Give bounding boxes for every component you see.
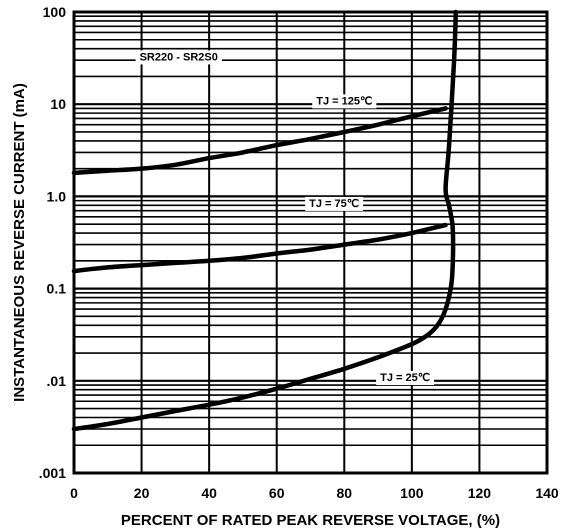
y-tick-label: 1.0	[47, 188, 67, 204]
annotation-text: TJ = 125℃	[316, 95, 372, 107]
annotation-bg	[135, 50, 222, 65]
x-tick-label: 0	[70, 485, 78, 501]
annotation-bg	[312, 94, 377, 109]
x-tick-label: 60	[269, 485, 285, 501]
y-tick-label: 0.1	[47, 281, 67, 297]
annotation: TJ = 25℃	[376, 370, 435, 385]
y-tick-label: 10	[50, 96, 66, 112]
tick-labels: 0 20 40 60 80 100 120 140 .001 .01 0.1 1.0 10 100	[39, 4, 559, 501]
x-tick-label: 120	[468, 485, 492, 501]
annotation: SR220 - SR2S0	[135, 50, 222, 65]
curves	[71, 9, 459, 432]
annotation-text: TJ = 75℃	[309, 198, 359, 210]
y-axis-label: INSTANTANEOUS REVERSE CURRENT (mA)	[11, 83, 28, 402]
x-tick-label: 20	[134, 485, 150, 501]
x-tick-label: 140	[535, 485, 559, 501]
y-tick-label: 100	[43, 4, 67, 20]
annotations: SR220 - SR2S0 TJ = 125℃ TJ = 75℃ TJ = 25℃	[135, 50, 435, 385]
series-line	[71, 9, 459, 432]
y-tick-label: .01	[47, 373, 67, 389]
x-tick-label: 40	[201, 485, 217, 501]
grid	[73, 12, 548, 475]
annotation: TJ = 125℃	[312, 94, 377, 109]
annotation-bg	[376, 370, 435, 385]
x-tick-label: 100	[400, 485, 424, 501]
x-tick-label: 80	[336, 485, 352, 501]
series-line	[71, 106, 448, 176]
annotation-text: SR220 - SR2S0	[140, 51, 218, 63]
y-tick-label: .001	[39, 465, 66, 481]
plot-frame	[72, 10, 549, 475]
annotation-text: TJ = 25℃	[380, 372, 430, 384]
annotation-bg	[305, 196, 364, 211]
series-line	[71, 222, 448, 274]
annotation: TJ = 75℃	[305, 196, 364, 211]
x-axis-label: PERCENT OF RATED PEAK REVERSE VOLTAGE, (…	[121, 512, 500, 529]
